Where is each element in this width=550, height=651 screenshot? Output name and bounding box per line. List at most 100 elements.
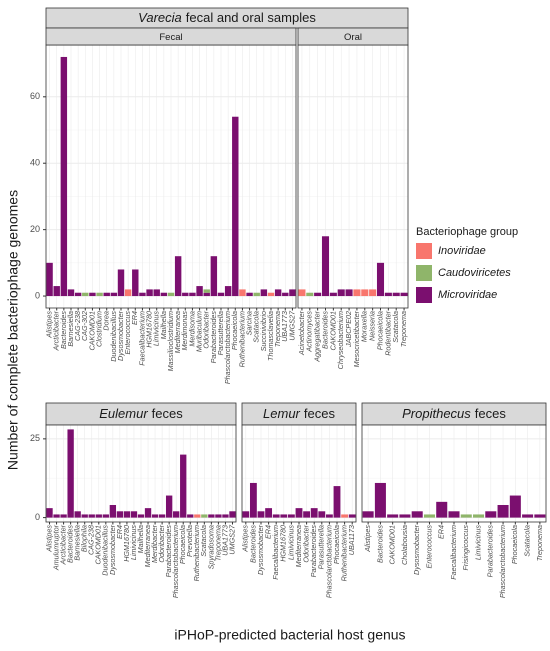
x-tick-label: Ruthenibacterium — [192, 525, 201, 581]
bar-segment — [222, 514, 229, 518]
bar-segment — [53, 286, 60, 297]
y-tick-label: 0 — [35, 290, 40, 300]
x-tick-label: ER4 — [437, 525, 446, 539]
bar-segment — [180, 454, 187, 518]
bar-segment — [242, 511, 250, 518]
x-tick-label: CAG-302 — [80, 311, 89, 341]
x-axis-title: iPHoP-predicted bacterial host genus — [174, 627, 405, 643]
legend-label: Microviridae — [438, 289, 497, 301]
bar-segment — [374, 482, 386, 518]
x-tick-label: Scatacola — [252, 311, 261, 343]
x-tick-label: Aggregatibacter — [313, 310, 322, 362]
x-tick-label: Bacteroides — [375, 525, 384, 563]
x-tick-label: Mailhella — [136, 525, 145, 553]
strip-text: feces — [152, 406, 184, 421]
strip-label: Propithecus feces — [402, 406, 506, 421]
x-tick-label: UBA1773 — [280, 311, 289, 342]
bar-segment — [353, 289, 361, 297]
x-tick-label: Faecalibacterium — [271, 525, 280, 580]
bar-segment — [303, 511, 311, 518]
bar-segment — [509, 495, 521, 518]
bar-segment — [194, 514, 201, 518]
strip-label: Eulemur feces — [99, 406, 183, 421]
x-tick-label: Rodentibacter — [383, 310, 392, 355]
bar-segment — [399, 514, 411, 518]
bar-segment — [318, 511, 326, 518]
x-tick-label: Phascolarctobacterium — [324, 525, 333, 598]
bar-segment — [53, 514, 60, 518]
x-tick-label: CAKOMD01 — [388, 525, 397, 565]
bar-segment — [173, 511, 180, 518]
x-tick-label: Merdisoma — [187, 311, 196, 347]
bar-segment — [196, 286, 203, 297]
x-tick-label: JABCPE02 — [344, 311, 353, 348]
bar-segment — [203, 289, 210, 293]
x-tick-label: ER4 — [264, 525, 273, 539]
bar-segment — [153, 289, 160, 297]
facet-strip-bg — [45, 27, 297, 46]
x-tick-label: HGM16780 — [122, 525, 131, 562]
x-tick-label: Mailhella — [159, 311, 168, 339]
strip-genus: Lemur — [263, 406, 301, 421]
x-tick-label: Dysosmobacter — [116, 310, 125, 361]
y-tick-label: 40 — [30, 158, 40, 168]
bar-segment — [310, 508, 318, 518]
x-tick-label: Mediterranea — [143, 525, 152, 567]
bar-segment — [448, 511, 460, 518]
bar-segment — [109, 504, 117, 518]
strip-label: Lemur feces — [263, 406, 335, 421]
bar-segment — [160, 292, 168, 297]
y-tick-label: 20 — [30, 224, 40, 234]
bar-segment — [267, 292, 275, 297]
bar-segment — [534, 514, 546, 518]
panel-border — [241, 424, 357, 523]
bar-segment — [485, 511, 497, 518]
y-tick-label: 60 — [30, 91, 40, 101]
x-tick-label: Faecalibacterium — [137, 311, 146, 366]
bar-segment — [124, 289, 132, 297]
x-tick-label: Cholabousia — [400, 525, 409, 565]
x-tick-label: Ruthenibacterium — [340, 525, 349, 581]
x-tick-label: Parasutterella — [317, 525, 326, 569]
bar-segment — [337, 289, 345, 297]
x-tick-label: Duodenibacillus — [101, 525, 110, 576]
x-tick-label: Phascolarctobacterium — [223, 311, 232, 384]
bar-segment — [82, 292, 89, 297]
bar-segment — [497, 504, 509, 518]
bar-segment — [167, 292, 175, 297]
bar-segment — [249, 482, 257, 518]
bar-segment — [460, 514, 472, 518]
x-tick-label: Actinomyces — [305, 311, 314, 353]
x-tick-label: Treponema — [273, 311, 282, 347]
bar-segment — [384, 292, 392, 297]
bar-segment — [208, 514, 215, 518]
x-tick-label: Arcticibacter — [52, 310, 61, 351]
bar-segment — [103, 292, 110, 297]
x-tick-label: ER4 — [115, 525, 124, 539]
bar-segment — [387, 514, 399, 518]
x-tick-label: Bacteroides — [59, 311, 68, 349]
bar-segment — [210, 256, 218, 297]
x-tick-label: Scatacola — [391, 311, 400, 343]
x-tick-label: Phascolarctobacterium — [498, 525, 507, 598]
x-tick-label: Dysosmobacter — [108, 524, 117, 575]
bar-segment — [272, 514, 280, 518]
x-tick-label: Barnesiella — [66, 311, 75, 347]
x-tick-label: Alistipes — [44, 525, 53, 553]
bar-segment — [289, 289, 296, 297]
x-tick-label: Muribaculum — [194, 311, 203, 352]
x-tick-label: Acinetobacter — [297, 310, 306, 356]
x-tick-label: Ruthenibacterium — [237, 311, 246, 367]
x-tick-label: Amulumruptor — [51, 524, 60, 571]
x-tick-label: Treponema — [535, 525, 544, 561]
bar-segment — [265, 508, 273, 518]
y-tick-label: 0 — [35, 512, 40, 522]
bar-segment — [217, 292, 225, 297]
bar-segment — [436, 501, 448, 518]
bar-segment — [67, 429, 74, 518]
bar-segment — [298, 289, 306, 297]
bar-segment — [392, 292, 400, 297]
bar-segment — [321, 236, 330, 297]
x-tick-label: Bacteroides — [248, 525, 257, 563]
x-tick-label: Phocaeicola — [230, 311, 239, 350]
